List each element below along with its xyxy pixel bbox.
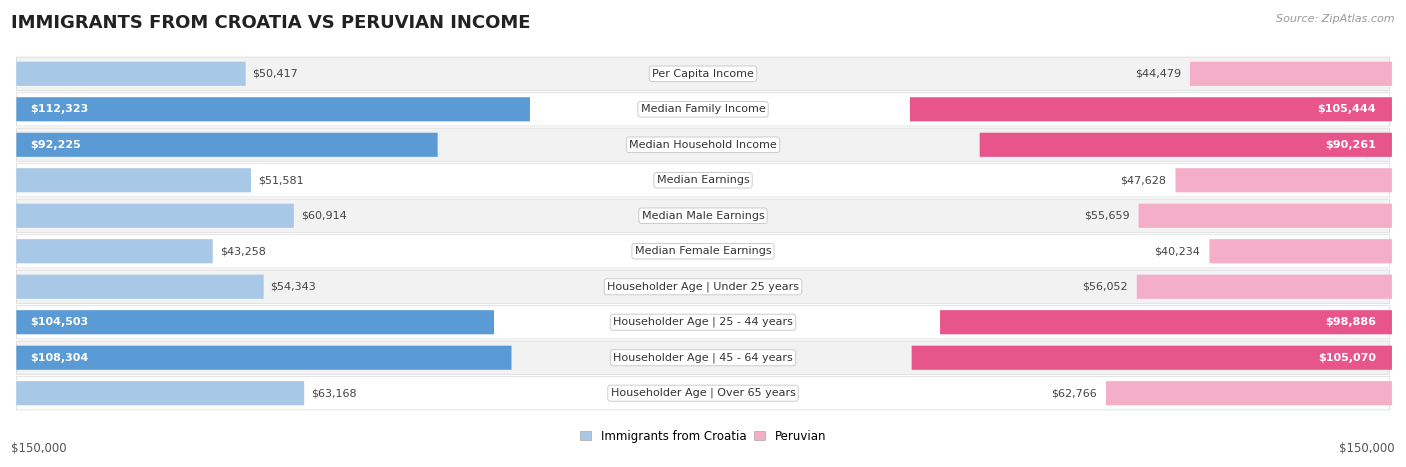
Text: $56,052: $56,052 — [1083, 282, 1128, 292]
FancyBboxPatch shape — [17, 305, 1389, 339]
Text: $63,168: $63,168 — [311, 388, 357, 398]
Text: $104,503: $104,503 — [30, 317, 89, 327]
Text: Householder Age | Under 25 years: Householder Age | Under 25 years — [607, 282, 799, 292]
FancyBboxPatch shape — [17, 341, 1389, 375]
FancyBboxPatch shape — [17, 133, 437, 157]
FancyBboxPatch shape — [1137, 275, 1392, 299]
Text: Per Capita Income: Per Capita Income — [652, 69, 754, 79]
FancyBboxPatch shape — [17, 346, 512, 370]
FancyBboxPatch shape — [941, 310, 1392, 334]
Text: $44,479: $44,479 — [1135, 69, 1181, 79]
Text: Median Family Income: Median Family Income — [641, 104, 765, 114]
FancyBboxPatch shape — [17, 239, 212, 263]
FancyBboxPatch shape — [17, 163, 1389, 197]
FancyBboxPatch shape — [1175, 168, 1392, 192]
Text: Householder Age | 25 - 44 years: Householder Age | 25 - 44 years — [613, 317, 793, 327]
Text: IMMIGRANTS FROM CROATIA VS PERUVIAN INCOME: IMMIGRANTS FROM CROATIA VS PERUVIAN INCO… — [11, 14, 530, 32]
Text: $108,304: $108,304 — [30, 353, 89, 363]
FancyBboxPatch shape — [17, 275, 264, 299]
Text: $150,000: $150,000 — [11, 442, 67, 455]
Text: $92,225: $92,225 — [30, 140, 82, 150]
Legend: Immigrants from Croatia, Peruvian: Immigrants from Croatia, Peruvian — [575, 425, 831, 448]
Text: $51,581: $51,581 — [257, 175, 304, 185]
FancyBboxPatch shape — [1189, 62, 1392, 86]
FancyBboxPatch shape — [17, 57, 1389, 91]
Text: $50,417: $50,417 — [253, 69, 298, 79]
Text: Median Male Earnings: Median Male Earnings — [641, 211, 765, 221]
Text: $98,886: $98,886 — [1324, 317, 1376, 327]
FancyBboxPatch shape — [1139, 204, 1392, 228]
FancyBboxPatch shape — [17, 270, 1389, 304]
FancyBboxPatch shape — [17, 128, 1389, 162]
FancyBboxPatch shape — [17, 62, 246, 86]
FancyBboxPatch shape — [910, 97, 1392, 121]
Text: $60,914: $60,914 — [301, 211, 346, 221]
FancyBboxPatch shape — [17, 381, 304, 405]
FancyBboxPatch shape — [17, 310, 494, 334]
FancyBboxPatch shape — [1107, 381, 1392, 405]
FancyBboxPatch shape — [17, 92, 1389, 126]
Text: $112,323: $112,323 — [30, 104, 89, 114]
Text: $55,659: $55,659 — [1084, 211, 1129, 221]
FancyBboxPatch shape — [17, 204, 294, 228]
Text: $150,000: $150,000 — [1339, 442, 1395, 455]
Text: Median Household Income: Median Household Income — [628, 140, 778, 150]
FancyBboxPatch shape — [17, 234, 1389, 268]
FancyBboxPatch shape — [1209, 239, 1392, 263]
FancyBboxPatch shape — [911, 346, 1392, 370]
FancyBboxPatch shape — [17, 199, 1389, 233]
Text: Householder Age | Over 65 years: Householder Age | Over 65 years — [610, 388, 796, 398]
Text: $62,766: $62,766 — [1052, 388, 1097, 398]
Text: Median Female Earnings: Median Female Earnings — [634, 246, 772, 256]
Text: $40,234: $40,234 — [1154, 246, 1201, 256]
Text: $54,343: $54,343 — [270, 282, 316, 292]
Text: $47,628: $47,628 — [1121, 175, 1167, 185]
Text: $90,261: $90,261 — [1324, 140, 1376, 150]
Text: $105,070: $105,070 — [1317, 353, 1376, 363]
FancyBboxPatch shape — [980, 133, 1392, 157]
Text: $105,444: $105,444 — [1317, 104, 1376, 114]
Text: Source: ZipAtlas.com: Source: ZipAtlas.com — [1277, 14, 1395, 24]
Text: Householder Age | 45 - 64 years: Householder Age | 45 - 64 years — [613, 353, 793, 363]
FancyBboxPatch shape — [17, 376, 1389, 410]
FancyBboxPatch shape — [17, 97, 530, 121]
FancyBboxPatch shape — [17, 168, 250, 192]
Text: Median Earnings: Median Earnings — [657, 175, 749, 185]
Text: $43,258: $43,258 — [219, 246, 266, 256]
